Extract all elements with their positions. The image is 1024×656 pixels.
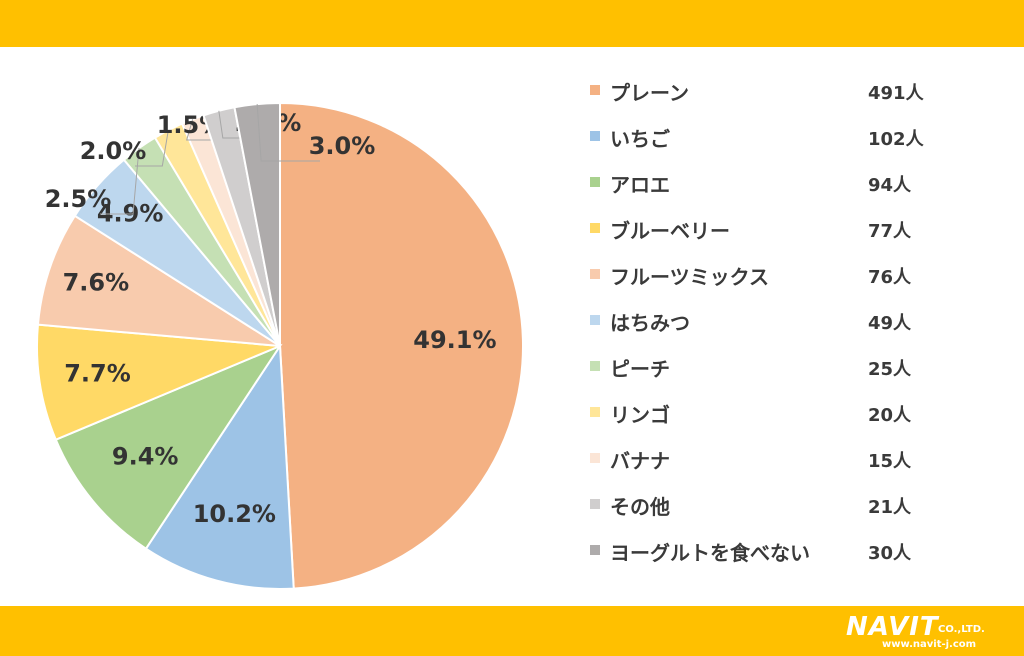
legend-item: その他 21人	[590, 488, 970, 519]
slice-percent-label: 2.5%	[45, 185, 112, 213]
legend-swatch	[590, 315, 600, 325]
legend-count: 94人	[868, 175, 912, 196]
legend-swatch	[590, 177, 600, 187]
slice-percent-label: 7.6%	[63, 269, 130, 297]
pie-slice	[36, 214, 281, 347]
slice-percent-label: 10.2%	[193, 500, 276, 528]
legend-item: いちご 102人	[590, 120, 970, 151]
legend-item: プレーン 491人	[590, 74, 970, 105]
legend-count: 77人	[868, 221, 912, 242]
pie-slice	[36, 323, 281, 442]
legend-swatch	[590, 269, 600, 279]
legend-item: ピーチ 25人	[590, 350, 970, 381]
leader-line	[256, 104, 320, 162]
legend-label: ピーチ	[610, 357, 670, 381]
slice-percent-label: 7.7%	[64, 359, 131, 387]
legend-count: 102人	[868, 129, 924, 150]
company-logo: NAVIT CO.,LTD. www.navit-j.com	[846, 612, 1016, 652]
pie-chart: 49.1%10.2%9.4%7.7%7.6%4.9%2.5%2.0%1.5%2.…	[36, 101, 524, 590]
legend-swatch	[590, 361, 600, 371]
legend-swatch	[590, 499, 600, 509]
pie-slice	[54, 343, 283, 551]
logo-url: www.navit-j.com	[882, 639, 977, 650]
legend-label: その他	[610, 495, 670, 519]
legend-count: 20人	[868, 405, 912, 426]
legend-count: 30人	[868, 543, 912, 564]
leader-line	[135, 130, 169, 167]
legend-count: 15人	[868, 451, 912, 472]
legend-swatch	[590, 453, 600, 463]
legend-count: 25人	[868, 359, 912, 380]
legend-item: ヨーグルトを食べない 30人	[590, 534, 970, 565]
legend-item: フルーツミックス 76人	[590, 258, 970, 289]
legend-count: 49人	[868, 313, 912, 334]
slice-percent-label: 3.0%	[309, 132, 376, 160]
bottom-banner	[0, 606, 1024, 656]
legend-item: はちみつ 49人	[590, 304, 970, 335]
legend-swatch	[590, 131, 600, 141]
legend-item: アロエ 94人	[590, 166, 970, 197]
legend-label: プレーン	[610, 81, 689, 105]
legend-swatch	[590, 85, 600, 95]
legend-count: 76人	[868, 267, 912, 288]
top-banner	[0, 0, 1024, 47]
legend-label: はちみつ	[610, 311, 690, 335]
legend-label: ブルーベリー	[610, 219, 730, 243]
logo-suffix: CO.,LTD.	[938, 624, 985, 635]
legend-swatch	[590, 223, 600, 233]
pie-slice	[144, 342, 295, 590]
legend-label: ヨーグルトを食べない	[610, 541, 810, 565]
pie-slice	[279, 101, 524, 590]
pie-slice	[233, 101, 281, 347]
logo-wordmark: NAVIT	[846, 612, 939, 642]
legend-label: フルーツミックス	[610, 265, 769, 289]
legend-swatch	[590, 407, 600, 417]
legend-count: 21人	[868, 497, 912, 518]
legend-count: 491人	[868, 83, 924, 104]
legend-swatch	[590, 545, 600, 555]
leader-line	[186, 119, 212, 141]
legend-item: ブルーベリー 77人	[590, 212, 970, 243]
legend-label: アロエ	[610, 173, 670, 197]
slice-percent-label: 2.0%	[80, 137, 147, 165]
slice-percent-label: 49.1%	[413, 326, 496, 354]
slice-percent-label: 9.4%	[112, 443, 179, 471]
legend-label: いちご	[610, 127, 670, 151]
legend-item: リンゴ 20人	[590, 396, 970, 427]
leader-line	[100, 148, 140, 215]
legend-label: バナナ	[610, 449, 670, 473]
leader-line	[218, 110, 246, 139]
legend-item: バナナ 15人	[590, 442, 970, 473]
legend-label: リンゴ	[610, 403, 670, 427]
